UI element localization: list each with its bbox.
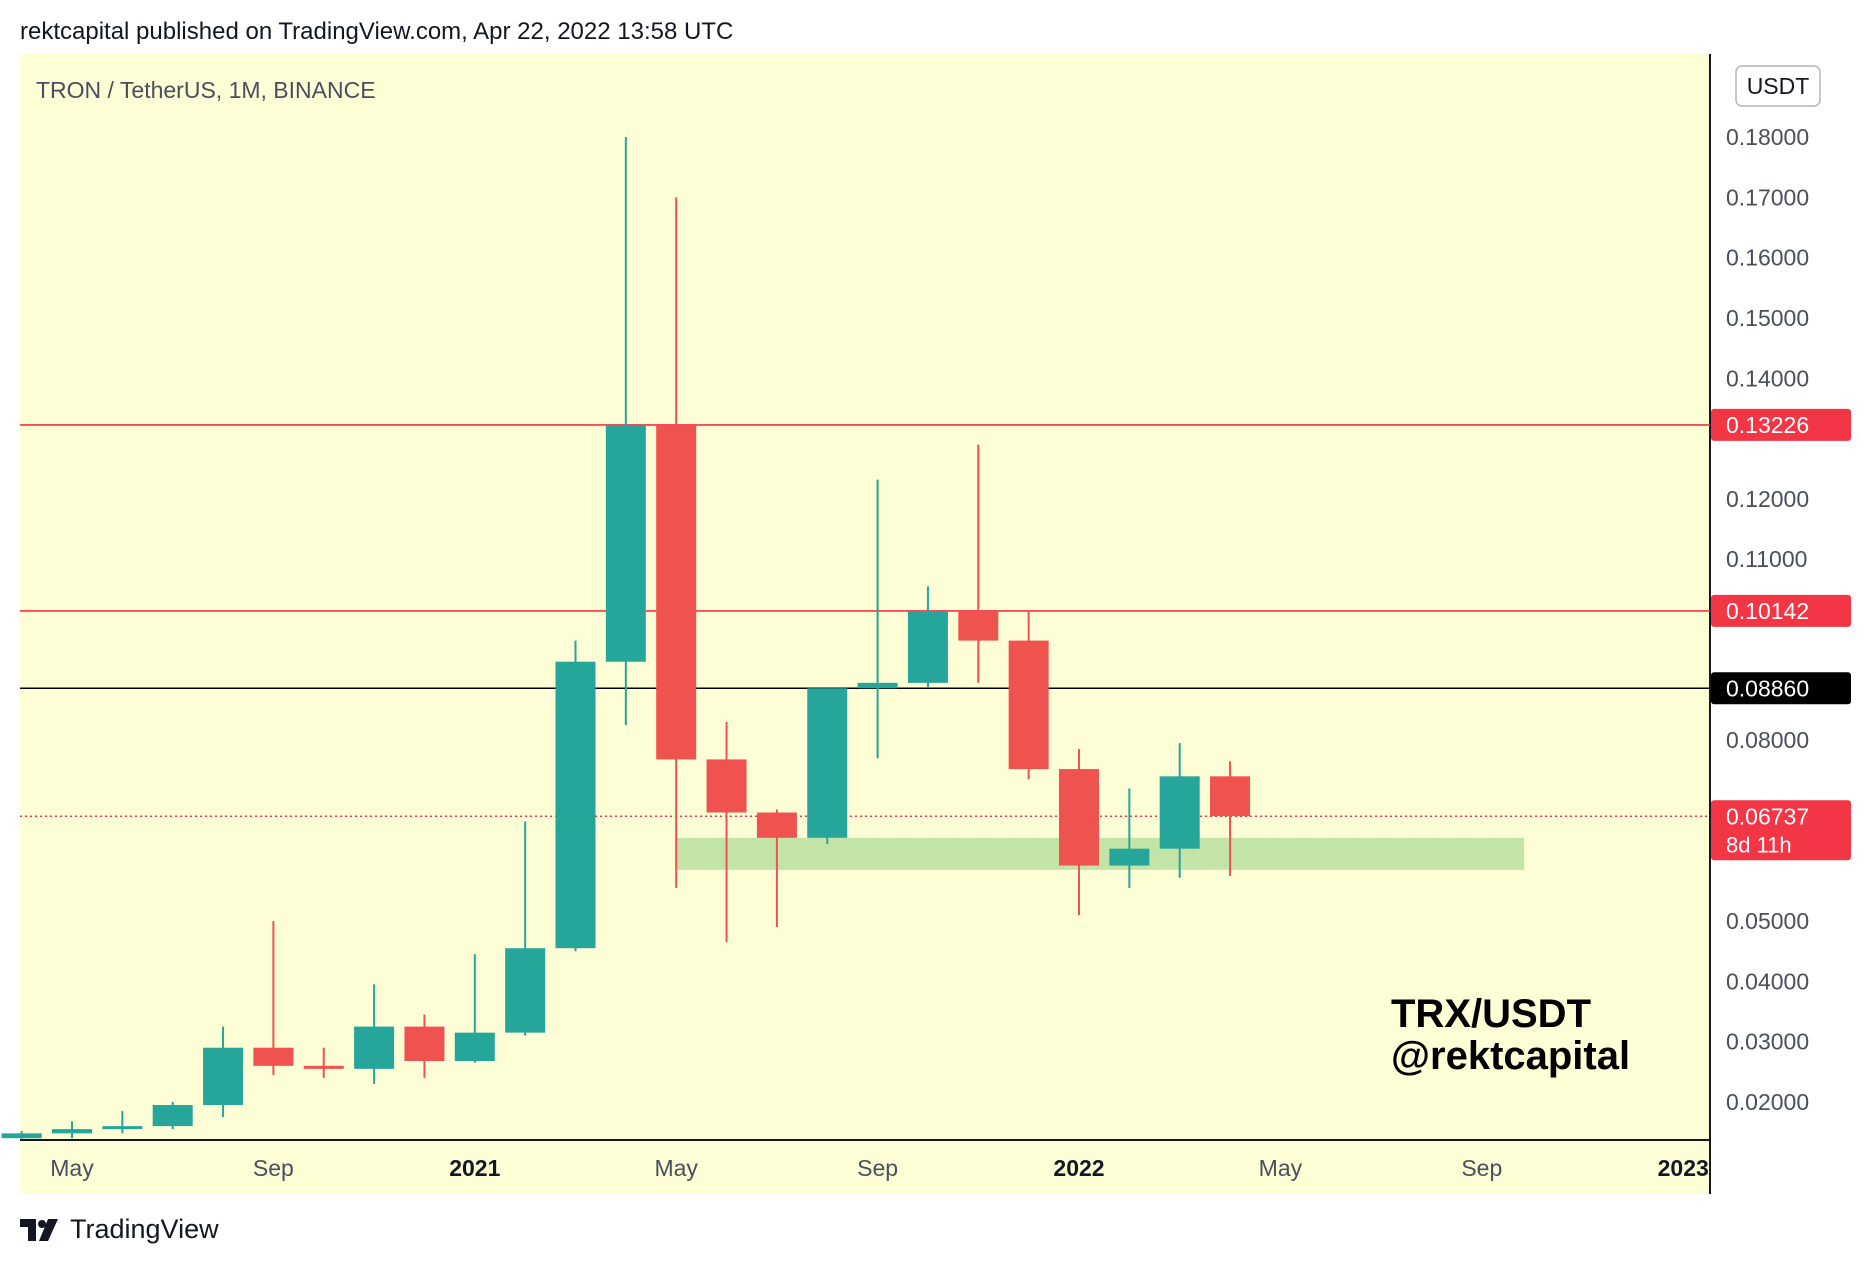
- chart-title: TRON / TetherUS, 1M, BINANCE: [36, 77, 376, 103]
- x-tick-label: May: [654, 1155, 698, 1181]
- candle-2020-12[interactable]: [404, 1014, 445, 1078]
- candle-body: [152, 1105, 193, 1127]
- footer-brand: TradingView: [70, 1214, 219, 1244]
- candle-2021-11[interactable]: [958, 444, 999, 683]
- y-tick-label: 0.15000: [1726, 305, 1809, 331]
- candle-body: [907, 611, 948, 683]
- candle-body: [203, 1047, 244, 1106]
- candle-body: [958, 611, 999, 641]
- y-tick-label: 0.17000: [1726, 184, 1809, 210]
- annotation-pair: TRX/USDT: [1391, 992, 1591, 1036]
- y-tick-label: 0.03000: [1726, 1029, 1809, 1055]
- x-tick-label: May: [50, 1155, 94, 1181]
- candle-body: [1109, 848, 1150, 866]
- y-tick-label: 0.11000: [1726, 546, 1807, 572]
- candle-2020-06[interactable]: [102, 1111, 143, 1134]
- y-tick-label: 0.02000: [1726, 1089, 1809, 1115]
- candle-body: [303, 1065, 344, 1069]
- price-tag-label: 0.06737: [1726, 803, 1809, 829]
- price-tag-label: 0.13226: [1726, 412, 1809, 438]
- candle-2021-04[interactable]: [605, 137, 646, 726]
- candle-2021-05[interactable]: [656, 197, 697, 888]
- candle-2021-02[interactable]: [505, 821, 546, 1036]
- candle-2022-04[interactable]: [1210, 761, 1251, 876]
- y-tick-label: 0.12000: [1726, 486, 1809, 512]
- candle-body: [102, 1126, 143, 1130]
- candle-body: [253, 1047, 294, 1066]
- candle-2022-02[interactable]: [1109, 788, 1150, 888]
- candle-2021-12[interactable]: [1008, 610, 1049, 780]
- y-tick-label: 0.18000: [1726, 124, 1809, 150]
- candle-body: [756, 812, 797, 838]
- y-tick-label: 0.16000: [1726, 245, 1809, 271]
- candle-2021-07[interactable]: [756, 809, 797, 928]
- tradingview-logo-icon: [20, 1218, 58, 1241]
- price-tag-countdown: 8d 11h: [1726, 832, 1792, 857]
- y-tick-label: 0.08000: [1726, 727, 1809, 753]
- footer: TradingView: [20, 1214, 219, 1245]
- candle-body: [404, 1026, 445, 1061]
- candle-2020-07[interactable]: [152, 1102, 193, 1130]
- candle-2022-03[interactable]: [1159, 743, 1200, 878]
- candle-2020-11[interactable]: [354, 984, 395, 1084]
- candle-body: [1210, 776, 1251, 817]
- candle-2020-08[interactable]: [203, 1026, 244, 1118]
- y-tick-label: 0.05000: [1726, 908, 1809, 934]
- publish-attribution: rektcapital published on TradingView.com…: [20, 18, 734, 45]
- candle-body: [656, 425, 697, 760]
- candle-body: [1159, 776, 1200, 849]
- support-zone: [675, 837, 1525, 870]
- black-level-price-tag: 0.08860: [1711, 672, 1851, 705]
- annotation-handle: @rektcapital: [1391, 1034, 1630, 1078]
- y-tick-label: 0.14000: [1726, 365, 1809, 391]
- currency-badge-label: USDT: [1747, 73, 1810, 99]
- candle-body: [505, 948, 546, 1033]
- x-tick-label: 2023: [1658, 1155, 1709, 1181]
- candle-2021-10[interactable]: [907, 586, 948, 688]
- candle-2021-06[interactable]: [706, 722, 747, 943]
- y-tick-label: 0.04000: [1726, 968, 1809, 994]
- x-tick-label: Sep: [253, 1155, 294, 1181]
- candle-body: [1008, 640, 1049, 770]
- resistance-high-price-tag: 0.13226: [1711, 408, 1851, 441]
- candle-body: [605, 425, 646, 662]
- candle-2021-01[interactable]: [454, 954, 495, 1063]
- candle-2021-09[interactable]: [857, 479, 898, 759]
- candle-2021-03[interactable]: [555, 640, 596, 952]
- resistance-mid-price-tag: 0.10142: [1711, 594, 1851, 627]
- chart-plot-background: [20, 54, 1710, 1194]
- candle-body: [1059, 769, 1099, 866]
- x-tick-label: 2022: [1053, 1155, 1104, 1181]
- candle-2021-08[interactable]: [807, 688, 848, 844]
- price-tag-label: 0.08860: [1726, 675, 1809, 701]
- x-tick-label: Sep: [1461, 1155, 1502, 1181]
- x-tick-label: 2021: [449, 1155, 500, 1181]
- candle-body: [354, 1026, 395, 1069]
- candle-2020-04[interactable]: [1, 1130, 42, 1140]
- price-tag-label: 0.10142: [1726, 598, 1809, 624]
- candle-body: [807, 688, 848, 838]
- candle-2022-01[interactable]: [1059, 749, 1099, 916]
- candle-body: [706, 759, 747, 813]
- x-tick-label: Sep: [857, 1155, 898, 1181]
- candle-body: [52, 1129, 92, 1134]
- candle-2020-09[interactable]: [253, 921, 294, 1075]
- current-price-price-tag: 0.06737 8d 11h: [1711, 800, 1851, 861]
- candle-body: [454, 1032, 495, 1061]
- candle-body: [555, 661, 596, 949]
- x-tick-label: May: [1259, 1155, 1303, 1181]
- candle-body: [1, 1133, 42, 1139]
- candle-2020-10[interactable]: [303, 1047, 344, 1078]
- currency-badge[interactable]: USDT: [1735, 65, 1821, 107]
- candle-body: [857, 682, 898, 689]
- candle-2020-05[interactable]: [52, 1121, 92, 1139]
